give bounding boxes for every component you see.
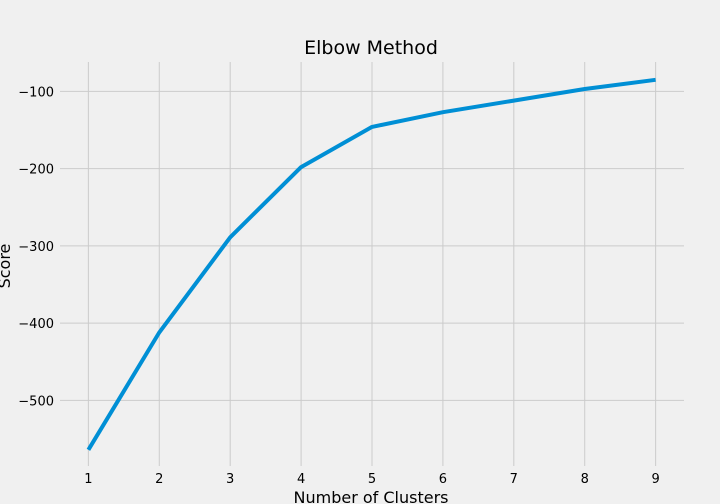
x-tick-label: 1 [84, 472, 92, 487]
x-tick-label: 3 [226, 472, 234, 487]
series-layer [86, 77, 656, 451]
y-tick-label: −500 [18, 394, 54, 409]
x-tick-label: 6 [439, 472, 447, 487]
chart-title: Elbow Method [304, 37, 438, 59]
series-line [86, 77, 656, 451]
y-tick-label: −300 [18, 240, 54, 255]
x-tick-label: 9 [651, 472, 659, 487]
x-tick-label: 7 [510, 472, 518, 487]
tick-labels: 1 2 3 4 5 6 7 8 9 −500 −400 −300 −200 −100 [18, 85, 659, 487]
y-axis-label: Score [0, 244, 14, 289]
x-tick-label: 2 [155, 472, 163, 487]
x-tick-label: 5 [368, 472, 376, 487]
x-axis-label: Number of Clusters [294, 488, 449, 504]
x-tick-label: 4 [297, 472, 305, 487]
x-tick-label: 8 [581, 472, 589, 487]
y-tick-label: −200 [18, 163, 54, 178]
y-tick-label: −400 [18, 317, 54, 332]
y-tick-label: −100 [18, 85, 54, 100]
